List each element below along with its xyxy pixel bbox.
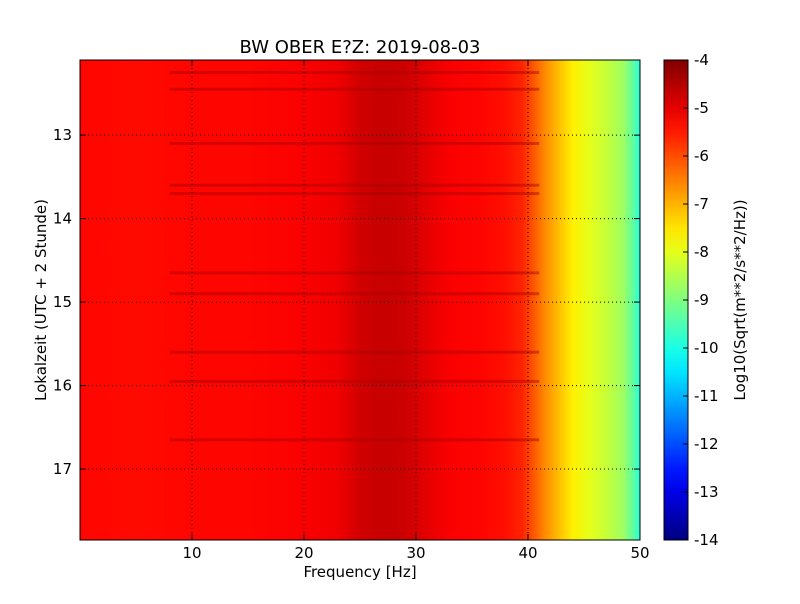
noise-streak	[169, 438, 540, 442]
chart-title: BW OBER E?Z: 2019-08-03	[240, 37, 481, 58]
colorbar-tick-label: -14	[694, 531, 719, 549]
plot-frame	[79, 59, 641, 541]
colorbar-tick-label: -4	[694, 51, 709, 69]
y-axis: 13 14 15 16 17	[53, 126, 640, 478]
colorbar-tick-label: -8	[694, 243, 709, 261]
colorbar-tick-label: -11	[694, 387, 719, 405]
colorbar-tick-label: -10	[694, 339, 719, 357]
colorbar-tick-label: -13	[694, 483, 719, 501]
colorbar-tick-label: -12	[694, 435, 719, 453]
y-tick-label: 13	[53, 126, 72, 144]
x-tick-label: 50	[630, 544, 649, 562]
y-tick-label: 15	[53, 293, 72, 311]
noise-streak	[169, 292, 540, 296]
y-tick-label: 14	[53, 210, 72, 228]
noise-streak	[169, 379, 540, 383]
noise-streak	[169, 71, 540, 75]
plot-area	[79, 59, 641, 541]
colorbar-label: Log10(Sqrt(m**2/s**2/Hz))	[731, 199, 749, 400]
x-axis-label: Frequency [Hz]	[303, 563, 416, 581]
x-tick-label: 20	[294, 544, 313, 562]
colorbar-tick-label: -9	[694, 291, 709, 309]
noise-streak	[169, 141, 540, 145]
y-axis-label: Lokalzeit (UTC + 2 Stunde)	[32, 199, 50, 401]
spectrogram-image	[80, 60, 640, 540]
colorbar-tick-label: -6	[694, 147, 709, 165]
y-tick-label: 16	[53, 377, 72, 395]
noise-streak	[169, 183, 540, 187]
x-tick-label: 40	[518, 544, 537, 562]
x-tick-label: 30	[406, 544, 425, 562]
x-axis: 10 20 30 40 50	[182, 60, 650, 562]
colorbar-tick-label: -7	[694, 195, 709, 213]
x-tick-label: 10	[182, 544, 201, 562]
colorbar: -4 -5 -6 -7 -8 -9 -10 -11 -12 -13 -14	[663, 51, 719, 549]
noise-streak	[169, 192, 540, 196]
noise-streak	[169, 87, 540, 91]
noise-streak	[169, 271, 540, 275]
noise-streak	[169, 350, 540, 354]
y-tick-label: 17	[53, 460, 72, 478]
colorbar-tick-label: -5	[694, 99, 709, 117]
